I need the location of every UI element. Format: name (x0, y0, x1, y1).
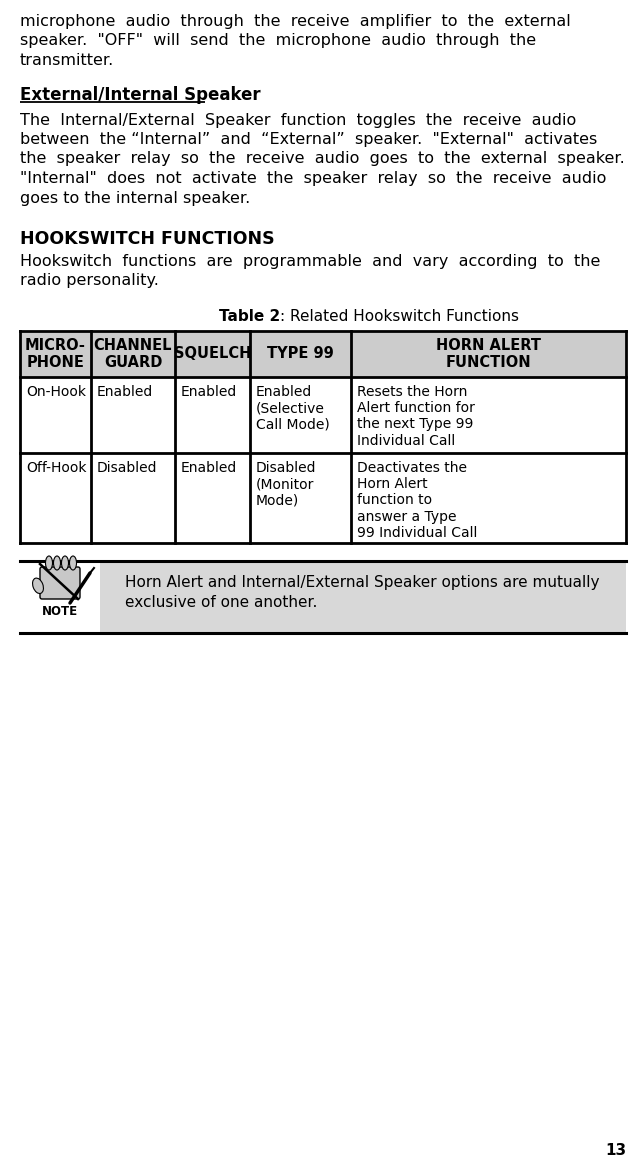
Text: : Related Hookswitch Functions: : Related Hookswitch Functions (280, 310, 519, 325)
Text: HORN ALERT
FUNCTION: HORN ALERT FUNCTION (436, 337, 541, 371)
Text: Enabled
(Selective
Call Mode): Enabled (Selective Call Mode) (256, 385, 329, 432)
Text: Resets the Horn
Alert function for
the next Type 99
Individual Call: Resets the Horn Alert function for the n… (357, 385, 475, 448)
Text: Disabled
(Monitor
Mode): Disabled (Monitor Mode) (256, 461, 317, 507)
Text: Deactivates the
Horn Alert
function to
answer a Type
99 Individual Call: Deactivates the Horn Alert function to a… (357, 461, 478, 539)
Text: CHANNEL
GUARD: CHANNEL GUARD (94, 337, 172, 371)
Text: Enabled: Enabled (181, 385, 237, 398)
Text: 13: 13 (605, 1143, 626, 1155)
Ellipse shape (62, 556, 69, 571)
Text: HOOKSWITCH FUNCTIONS: HOOKSWITCH FUNCTIONS (20, 230, 274, 248)
Ellipse shape (46, 556, 53, 571)
Text: Disabled: Disabled (97, 461, 158, 475)
Text: goes to the internal speaker.: goes to the internal speaker. (20, 191, 250, 206)
Text: Enabled: Enabled (97, 385, 153, 398)
Text: between  the “Internal”  and  “External”  speaker.  "External"  activates: between the “Internal” and “External” sp… (20, 132, 597, 147)
Text: Hookswitch  functions  are  programmable  and  vary  according  to  the: Hookswitch functions are programmable an… (20, 254, 601, 269)
Bar (20, 331, 626, 377)
Text: Horn Alert and Internal/External Speaker options are mutually: Horn Alert and Internal/External Speaker… (125, 575, 599, 590)
Text: MICRO-
PHONE: MICRO- PHONE (25, 337, 86, 371)
Text: Enabled: Enabled (181, 461, 237, 475)
Text: "Internal"  does  not  activate  the  speaker  relay  so  the  receive  audio: "Internal" does not activate the speaker… (20, 171, 606, 186)
Text: exclusive of one another.: exclusive of one another. (125, 595, 317, 610)
Text: speaker.  "OFF"  will  send  the  microphone  audio  through  the: speaker. "OFF" will send the microphone … (20, 33, 536, 49)
Text: microphone  audio  through  the  receive  amplifier  to  the  external: microphone audio through the receive amp… (20, 14, 570, 29)
Ellipse shape (69, 556, 76, 571)
Text: TYPE 99: TYPE 99 (267, 346, 334, 362)
Text: radio personality.: radio personality. (20, 274, 159, 289)
FancyBboxPatch shape (40, 567, 80, 599)
Bar (100, 561, 626, 633)
Text: SQUELCH: SQUELCH (174, 346, 251, 362)
Text: Table 2: Table 2 (219, 310, 280, 325)
Text: the  speaker  relay  so  the  receive  audio  goes  to  the  external  speaker.: the speaker relay so the receive audio g… (20, 151, 625, 166)
Text: Off-Hook: Off-Hook (26, 461, 87, 475)
Ellipse shape (33, 579, 44, 594)
Text: On-Hook: On-Hook (26, 385, 86, 398)
Text: External/Internal Speaker: External/Internal Speaker (20, 87, 261, 104)
Text: The  Internal/External  Speaker  function  toggles  the  receive  audio: The Internal/External Speaker function t… (20, 112, 576, 127)
Text: transmitter.: transmitter. (20, 53, 114, 68)
Ellipse shape (53, 556, 60, 571)
Text: NOTE: NOTE (42, 605, 78, 618)
